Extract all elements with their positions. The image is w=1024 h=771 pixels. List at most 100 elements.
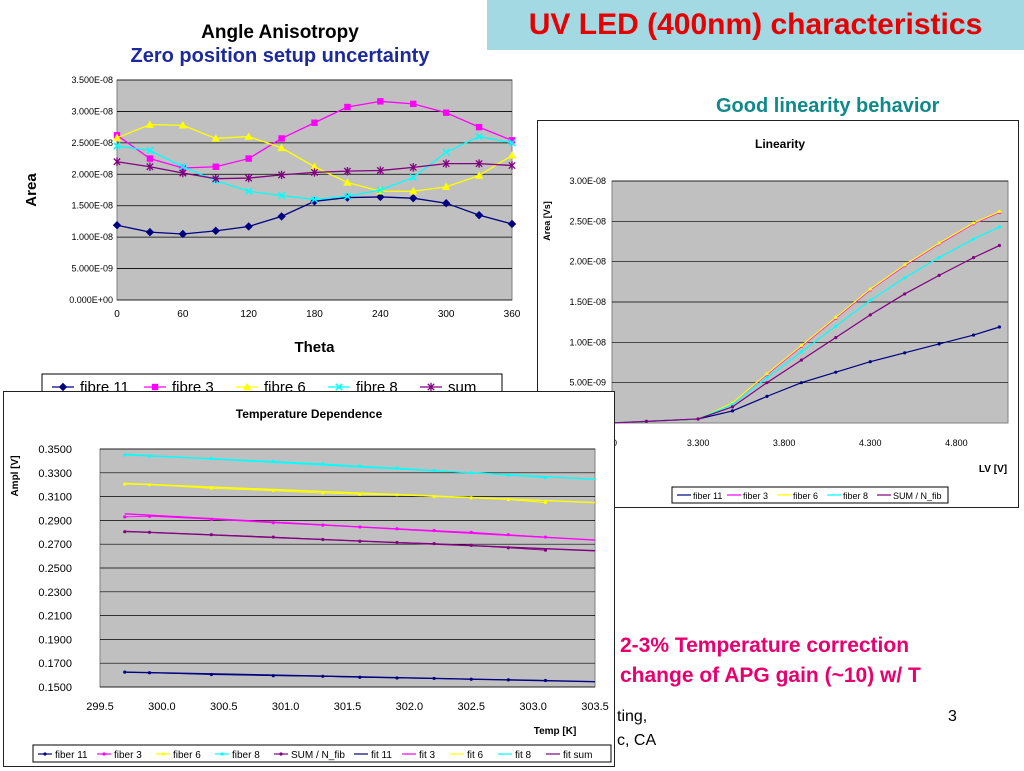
legend-label: fit sum [563,750,592,761]
data-point [409,187,418,195]
data-point [508,139,516,147]
data-point [937,241,941,245]
plot-area [116,79,513,301]
y-tick-label: 0.3100 [38,492,72,504]
data-point [937,273,941,277]
data-point [543,500,548,505]
data-point [211,134,220,142]
y-tick-label: 0.000E+00 [69,295,113,305]
data-point [376,192,385,202]
fit-line [124,671,596,683]
data-point [474,171,484,179]
data-point [507,151,517,159]
data-point [113,142,121,150]
data-point [278,135,285,142]
chart1-subtitle: Zero position setup uncertainty [130,45,430,67]
legend-marker [151,383,159,391]
y-tick-label: 0.1700 [38,658,72,670]
data-point [765,381,769,385]
legend-label: SUM / N_fib [291,750,345,761]
data-point [971,237,976,241]
x-tick-label: 3.800 [773,438,796,448]
footer-text-2: c, CA [617,732,657,749]
data-point [868,360,872,364]
legend-label: fit 8 [515,750,532,761]
y-tick-label: 0.1500 [38,682,72,694]
data-point [277,170,286,180]
x-tick-label: 301.0 [272,701,300,713]
legend-marker [43,752,47,756]
data-point [146,146,154,155]
x-tick-label: 180 [306,309,323,320]
x-tick-label: 3.300 [687,438,710,448]
x-tick-label: 303.0 [519,701,547,713]
legend-marker [220,752,224,756]
x-tick-label: 0 [114,309,120,320]
x-tick-label: 120 [240,309,257,320]
y-tick-label: 0.2500 [38,563,72,575]
data-point [997,243,1001,248]
data-point [903,276,907,280]
x-tick-label: 300.0 [148,701,176,713]
data-point [344,103,351,111]
data-point [178,121,188,129]
legend-label: fiber 11 [693,491,722,501]
data-point [310,168,319,177]
data-point [178,229,188,239]
data-point [145,120,155,128]
y-tick-label: 3.500E-08 [71,75,113,85]
data-point [834,335,838,340]
legend-box [671,486,949,504]
data-point [277,143,286,152]
data-point [409,163,417,172]
angle-anisotropy-chart: 0.000E+00 5.000E-09 1.000E-08 1.500E-08 2.00… [23,75,521,398]
data-point [730,405,735,409]
x-tick-label: 4.300 [859,438,882,448]
data-point [730,409,735,413]
x-tick-label: 240 [372,309,389,320]
x-tick-label: 302.5 [457,701,485,713]
data-point [179,163,187,171]
data-point [409,193,418,203]
data-point [868,287,872,291]
data-point [834,315,838,319]
y-tick-label: 1.500E-08 [71,201,113,211]
data-point [508,137,516,144]
data-point [903,351,907,355]
y-tick-label: 1.000E-08 [71,232,113,242]
data-point [765,394,769,398]
data-point [765,372,769,376]
data-point [937,256,941,260]
data-point [442,159,450,168]
data-point [112,221,122,230]
y-tick-label: 5.00E-09 [569,378,606,388]
x-axis-label: Temp [K] [534,726,577,737]
data-point [179,164,187,172]
data-point [730,402,735,407]
data-point [799,381,803,385]
data-point [123,515,127,519]
data-point [799,343,803,348]
data-point [343,192,352,201]
temperature-chart: Temperature Dependence 0.1500 0.1700 0.1900… [10,407,612,763]
x-tick-label: 299.5 [86,701,114,713]
fit-line [124,482,596,504]
data-point [311,119,318,126]
data-point [474,210,484,220]
y-tick-label: 0.2700 [38,539,72,551]
x-tick-label: 300.5 [210,701,238,713]
data-point [475,159,483,168]
legend-label: SUM / N_fib [893,491,942,501]
legend-label: fiber 8 [843,491,868,501]
temperature-note-line1: 2-3% Temperature correction [620,634,910,657]
data-point [475,132,483,141]
data-point [441,199,451,208]
data-point [834,370,838,374]
legend-label: fit 3 [419,750,436,761]
data-point [244,132,253,140]
temperature-note-line2: change of APG gain (~10) w/ T [620,664,921,687]
data-point [310,195,319,204]
data-point [765,376,769,380]
y-axis-label: Area [23,173,40,207]
legend-marker [427,382,435,392]
